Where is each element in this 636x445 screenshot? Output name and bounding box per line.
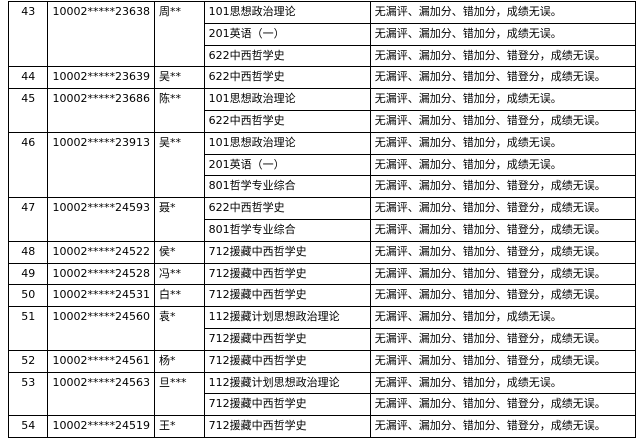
result: 无漏评、漏加分、错加分、错登分，成绩无误。 — [369, 175, 636, 199]
table-row: 622中西哲学史 无漏评、漏加分、错加分、错登分，成绩无误。 — [9, 44, 636, 68]
exam-id: 10002*****23638 — [47, 0, 155, 68]
row-number: 50 — [7, 284, 49, 308]
table-row: 44 10002*****23639 吴** 622中西哲学史 无漏评、漏加分、错加分、… — [7, 66, 636, 90]
exam-id: 10002*****24519 — [47, 415, 155, 438]
result: 无漏评、漏加分、错加分，成绩无误。 — [369, 306, 636, 329]
result: 无漏评、漏加分、错加分、错登分，成绩无误。 — [369, 218, 636, 242]
name: 王* — [153, 415, 205, 438]
subject: 801哲学专业综合 — [203, 175, 371, 199]
subject: 622中西哲学史 — [203, 44, 371, 68]
result: 无漏评、漏加分、错加分、错登分，成绩无误。 — [369, 349, 636, 373]
name: 杨* — [153, 349, 205, 373]
subject: 101思想政治理论 — [203, 88, 371, 111]
row-number: 48 — [7, 240, 49, 264]
result: 无漏评、漏加分、错加分、错登分，成绩无误。 — [369, 327, 636, 351]
exam-id: 10002*****24531 — [47, 284, 155, 308]
row-number: 53 — [7, 371, 49, 417]
table-row: 712援藏中西哲学史 无漏评、漏加分、错加分、错登分，成绩无误。 — [9, 393, 636, 417]
table-row: 712援藏中西哲学史 无漏评、漏加分、错加分、错登分，成绩无误。 — [9, 327, 636, 351]
subject: 112援藏计划思想政治理论 — [203, 306, 371, 329]
exam-id: 10002*****24593 — [47, 197, 155, 242]
subject: 101思想政治理论 — [203, 1, 371, 24]
subject: 201英语（一） — [203, 153, 371, 177]
table-row: 50 10002*****24531 白** 712援藏中西哲学史 无漏评、漏加分、错加… — [7, 284, 636, 308]
result: 无漏评、漏加分、错加分，成绩无误。 — [369, 153, 636, 177]
score-table: 43 10002*****23638 周** 101思想政治理论 无漏评、漏加分、错加分… — [7, 0, 636, 438]
row-number: 47 — [7, 197, 49, 242]
subject: 712援藏中西哲学史 — [203, 240, 371, 264]
name: 吴** — [153, 131, 205, 199]
subject: 712援藏中西哲学史 — [203, 327, 371, 351]
name: 旦*** — [153, 371, 205, 417]
result: 无漏评、漏加分、错加分、错登分，成绩无误。 — [369, 393, 636, 417]
subject: 101思想政治理论 — [203, 131, 371, 155]
result: 无漏评、漏加分、错加分、错登分，成绩无误。 — [369, 44, 636, 68]
table-row: 801哲学专业综合 无漏评、漏加分、错加分、错登分，成绩无误。 — [9, 218, 636, 242]
result: 无漏评、漏加分、错加分、错登分，成绩无误。 — [369, 197, 636, 220]
table-row: 49 10002*****24528 冯** 712援藏中西哲学史 无漏评、漏加分、错加… — [7, 262, 636, 286]
subject: 712援藏中西哲学史 — [203, 262, 371, 286]
subject: 712援藏中西哲学史 — [203, 415, 371, 438]
name: 周** — [153, 0, 205, 68]
subject: 622中西哲学史 — [203, 197, 371, 220]
name: 袁* — [153, 306, 205, 351]
exam-id: 10002*****24522 — [47, 240, 155, 264]
name: 冯** — [153, 262, 205, 286]
table-row: 46 10002*****23913 吴** 101思想政治理论 无漏评、漏加分、错加分… — [7, 131, 636, 199]
exam-id: 10002*****23913 — [47, 131, 155, 199]
name: 聂* — [153, 197, 205, 242]
exam-id: 10002*****23686 — [47, 88, 155, 133]
table-row: 43 10002*****23638 周** 101思想政治理论 无漏评、漏加分、错加分… — [7, 0, 636, 68]
table-row: 45 10002*****23686 陈** 101思想政治理论 无漏评、漏加分、错加分… — [7, 88, 636, 133]
result: 无漏评、漏加分、错加分、错登分，成绩无误。 — [369, 262, 636, 286]
table-row: 801哲学专业综合 无漏评、漏加分、错加分、错登分，成绩无误。 — [9, 175, 636, 199]
result: 无漏评、漏加分、错加分、错登分，成绩无误。 — [369, 240, 636, 264]
row-number: 52 — [7, 349, 49, 373]
table-row: 54 10002*****24519 王* 712援藏中西哲学史 无漏评、漏加分、错加分… — [7, 415, 636, 438]
exam-id: 10002*****24561 — [47, 349, 155, 373]
table-row: 622中西哲学史 无漏评、漏加分、错加分、错登分，成绩无误。 — [9, 109, 636, 133]
exam-id: 10002*****24563 — [47, 371, 155, 417]
name: 吴** — [153, 66, 205, 90]
table-row: 53 10002*****24563 旦*** 112援藏计划思想政治理论 无漏评、漏加… — [7, 371, 636, 417]
subject: 112援藏计划思想政治理论 — [203, 371, 371, 395]
exam-id: 10002*****24528 — [47, 262, 155, 286]
subject: 712援藏中西哲学史 — [203, 284, 371, 308]
row-number: 49 — [7, 262, 49, 286]
result: 无漏评、漏加分、错加分，成绩无误。 — [369, 1, 636, 24]
table-row: 51 10002*****24560 袁* 112援藏计划思想政治理论 无漏评、漏加分、… — [7, 306, 636, 351]
subject: 201英语（一） — [203, 22, 371, 46]
result: 无漏评、漏加分、错加分，成绩无误。 — [369, 88, 636, 111]
row-number: 43 — [7, 0, 49, 68]
row-number: 45 — [7, 88, 49, 133]
result: 无漏评、漏加分、错加分、错登分，成绩无误。 — [369, 66, 636, 90]
row-number: 51 — [7, 306, 49, 351]
subject: 622中西哲学史 — [203, 109, 371, 133]
result: 无漏评、漏加分、错加分，成绩无误。 — [369, 371, 636, 395]
result: 无漏评、漏加分、错加分、错登分，成绩无误。 — [369, 415, 636, 438]
result: 无漏评、漏加分、错加分，成绩无误。 — [369, 131, 636, 155]
exam-id: 10002*****23639 — [47, 66, 155, 90]
row-number: 54 — [7, 415, 49, 438]
table-row: 48 10002*****24522 侯* 712援藏中西哲学史 无漏评、漏加分、错加分… — [7, 240, 636, 264]
table-row: 47 10002*****24593 聂* 622中西哲学史 无漏评、漏加分、错加分、错… — [7, 197, 636, 242]
table-row: 52 10002*****24561 杨* 712援藏中西哲学史 无漏评、漏加分、错加分… — [7, 349, 636, 373]
name: 陈** — [153, 88, 205, 133]
name: 侯* — [153, 240, 205, 264]
result: 无漏评、漏加分、错加分、错登分，成绩无误。 — [369, 284, 636, 308]
row-number: 46 — [7, 131, 49, 199]
subject: 622中西哲学史 — [203, 66, 371, 90]
subject: 712援藏中西哲学史 — [203, 349, 371, 373]
result: 无漏评、漏加分、错加分，成绩无误。 — [369, 22, 636, 46]
row-number: 44 — [7, 66, 49, 90]
name: 白** — [153, 284, 205, 308]
subject: 712援藏中西哲学史 — [203, 393, 371, 417]
result: 无漏评、漏加分、错加分、错登分，成绩无误。 — [369, 109, 636, 133]
exam-id: 10002*****24560 — [47, 306, 155, 351]
subject: 801哲学专业综合 — [203, 218, 371, 242]
